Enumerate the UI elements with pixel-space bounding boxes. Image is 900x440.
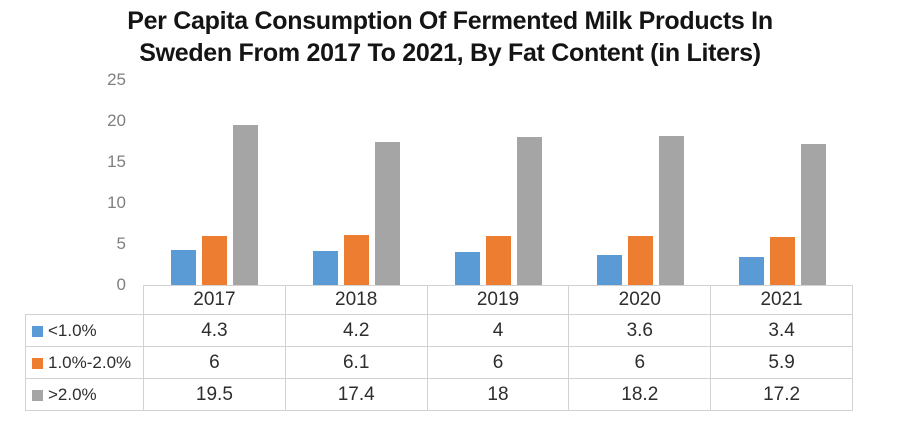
bar xyxy=(769,236,795,285)
bar-group-2017 xyxy=(143,80,285,285)
legend-swatch-gray xyxy=(32,389,43,401)
bar xyxy=(596,255,622,285)
bar-group-2020 xyxy=(569,80,711,285)
value-cell: 17.2 xyxy=(710,378,853,411)
bar xyxy=(312,250,338,285)
bar xyxy=(516,137,542,285)
y-axis-label: 15 xyxy=(107,152,126,171)
bar xyxy=(343,234,369,285)
bar xyxy=(454,252,480,285)
bar xyxy=(800,143,826,285)
table-row: 1.0%-2.0% 6 6.1 6 6 5.9 xyxy=(25,346,853,379)
data-table: 2017 2018 2019 2020 2021 <1.0% 4.3 4.2 4… xyxy=(25,285,853,411)
year-header-cell: 2017 xyxy=(143,285,286,315)
chart-title: Per Capita Consumption Of Fermented Milk… xyxy=(0,5,900,69)
chart-title-line2: Sweden From 2017 To 2021, By Fat Content… xyxy=(139,39,761,67)
chart-title-line1: Per Capita Consumption Of Fermented Milk… xyxy=(127,7,773,35)
year-header-cell: 2020 xyxy=(568,285,712,315)
bar-group-2019 xyxy=(427,80,569,285)
value-cell: 4.2 xyxy=(284,314,428,347)
corner-cell xyxy=(25,285,144,315)
table-header-row: 2017 2018 2019 2020 2021 xyxy=(25,285,853,315)
table-row: >2.0% 19.5 17.4 18 18.2 17.2 xyxy=(25,378,853,411)
plot-area xyxy=(143,80,853,285)
value-cell: 6 xyxy=(426,346,570,379)
value-cell: 6 xyxy=(143,346,286,379)
bar xyxy=(201,235,227,285)
legend-label: >2.0% xyxy=(48,384,97,404)
year-header-cell: 2019 xyxy=(426,285,570,315)
bar xyxy=(658,135,684,285)
y-axis-label: 10 xyxy=(107,193,126,212)
bar xyxy=(170,249,196,285)
bar xyxy=(738,257,764,285)
y-axis-label: 20 xyxy=(107,111,126,130)
y-axis-label: 0 xyxy=(116,275,126,294)
value-cell: 6.1 xyxy=(284,346,428,379)
legend-cell: <1.0% xyxy=(25,314,144,347)
y-axis-label: 25 xyxy=(107,70,126,89)
value-cell: 18 xyxy=(426,378,570,411)
value-cell: 5.9 xyxy=(710,346,853,379)
bar xyxy=(232,125,258,285)
legend-cell: >2.0% xyxy=(25,378,144,411)
legend-swatch-blue xyxy=(32,325,43,337)
bar-group-2018 xyxy=(285,80,427,285)
value-cell: 19.5 xyxy=(143,378,286,411)
legend-cell: 1.0%-2.0% xyxy=(25,346,144,379)
y-axis-label: 5 xyxy=(116,234,126,253)
bar xyxy=(374,142,400,285)
value-cell: 18.2 xyxy=(568,378,712,411)
value-cell: 3.4 xyxy=(710,314,853,347)
legend-label: <1.0% xyxy=(48,320,97,340)
legend-label: 1.0%-2.0% xyxy=(48,352,132,372)
year-header-cell: 2021 xyxy=(710,285,853,315)
bar-group-2021 xyxy=(711,80,853,285)
table-row: <1.0% 4.3 4.2 4 3.6 3.4 xyxy=(25,314,853,347)
value-cell: 6 xyxy=(568,346,712,379)
value-cell: 4.3 xyxy=(143,314,286,347)
bar xyxy=(485,235,511,285)
year-header-cell: 2018 xyxy=(284,285,428,315)
value-cell: 3.6 xyxy=(568,314,712,347)
legend-swatch-orange xyxy=(32,357,43,369)
bar xyxy=(627,235,653,285)
value-cell: 4 xyxy=(426,314,570,347)
value-cell: 17.4 xyxy=(284,378,428,411)
